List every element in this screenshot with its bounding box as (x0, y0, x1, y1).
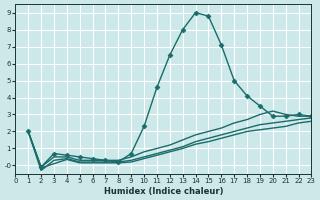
X-axis label: Humidex (Indice chaleur): Humidex (Indice chaleur) (104, 187, 223, 196)
